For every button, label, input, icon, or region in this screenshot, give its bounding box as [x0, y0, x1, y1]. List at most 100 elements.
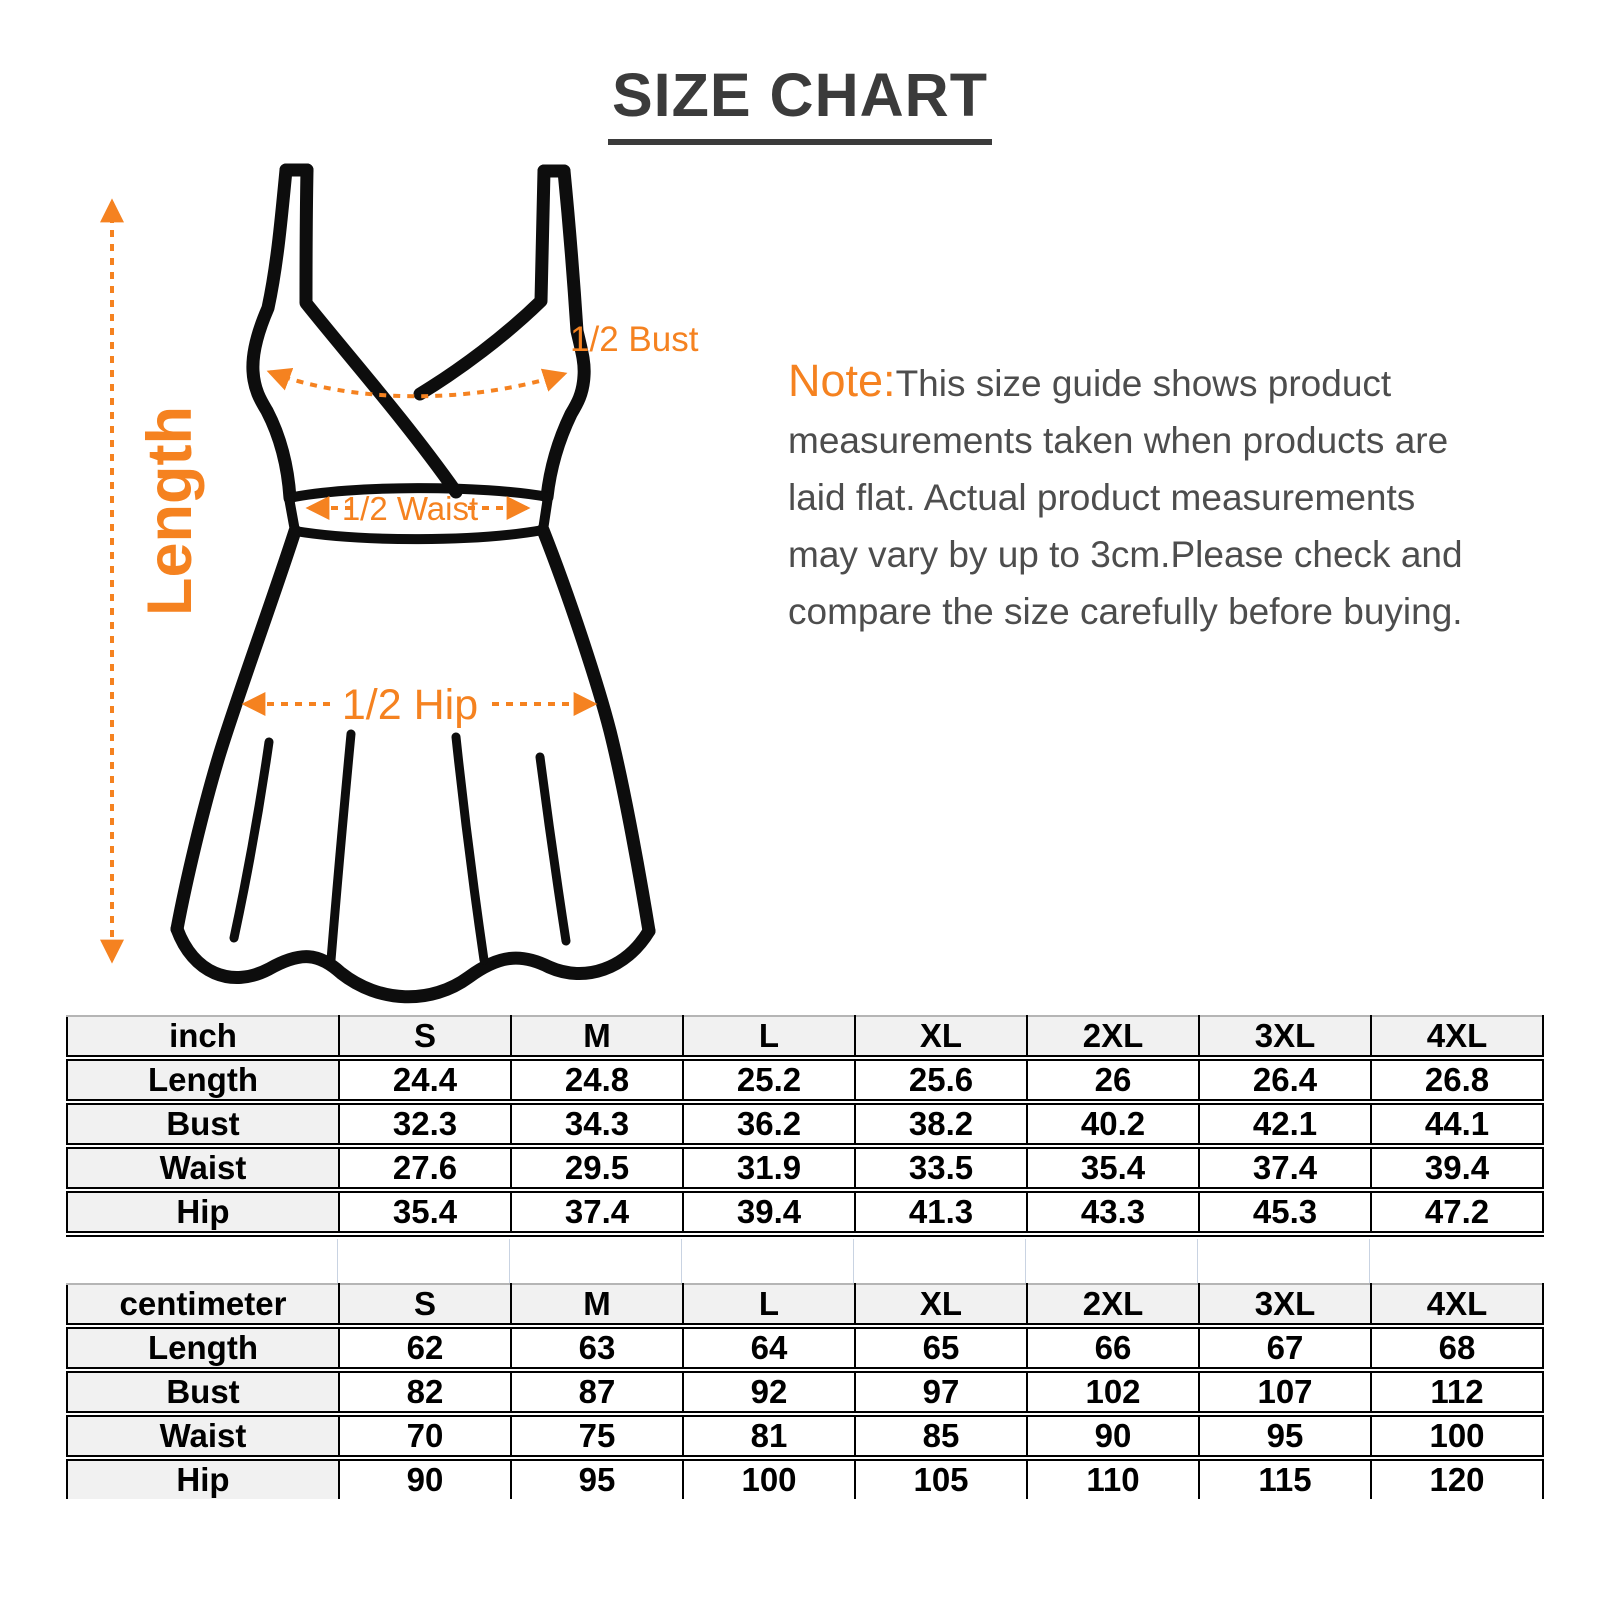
size-value-cell: 85 — [854, 1411, 1028, 1461]
size-column-header: M — [510, 1015, 684, 1061]
size-value-cell: 42.1 — [1198, 1099, 1372, 1149]
size-value-cell: 45.3 — [1198, 1187, 1372, 1237]
size-value-cell: 105 — [854, 1455, 1028, 1499]
size-table-inch: inch S M L XL 2XL 3XL 4XL Length 24.4 24.8 25.2 25.6… — [66, 1015, 1544, 1237]
size-value-cell: 24.4 — [338, 1055, 512, 1105]
note-label: Note: — [788, 355, 896, 406]
note-line: may vary by up to 3cm.Please check and — [788, 534, 1463, 575]
measure-row-label: Length — [66, 1055, 340, 1105]
hip-label: 1/2 Hip — [342, 681, 478, 729]
size-value-cell: 39.4 — [1370, 1143, 1544, 1193]
size-value-cell: 66 — [1026, 1323, 1200, 1373]
gap-gridline-cell — [1026, 1239, 1198, 1283]
gap-gridline-cell — [1370, 1239, 1542, 1283]
waist-label: 1/2 Waist — [342, 490, 478, 527]
size-column-header: S — [338, 1283, 512, 1329]
size-value-cell: 24.8 — [510, 1055, 684, 1105]
size-value-cell: 120 — [1370, 1455, 1544, 1499]
size-value-cell: 37.4 — [510, 1187, 684, 1237]
size-value-cell: 31.9 — [682, 1143, 856, 1193]
size-value-cell: 47.2 — [1370, 1187, 1544, 1237]
size-value-cell: 100 — [1370, 1411, 1544, 1461]
bust-arrow — [266, 367, 568, 399]
size-value-cell: 26.4 — [1198, 1055, 1372, 1105]
size-column-header: L — [682, 1283, 856, 1329]
note-line: compare the size carefully before buying… — [788, 591, 1463, 632]
size-value-cell: 90 — [338, 1455, 512, 1499]
dress-measurement-diagram: Length — [60, 150, 780, 1010]
size-value-cell: 75 — [510, 1411, 684, 1461]
size-value-cell: 27.6 — [338, 1143, 512, 1193]
size-value-cell: 35.4 — [338, 1187, 512, 1237]
size-value-cell: 63 — [510, 1323, 684, 1373]
measure-row-label: Waist — [66, 1143, 340, 1193]
size-value-cell: 26.8 — [1370, 1055, 1544, 1105]
size-value-cell: 112 — [1370, 1367, 1544, 1417]
size-value-cell: 81 — [682, 1411, 856, 1461]
size-value-cell: 34.3 — [510, 1099, 684, 1149]
measure-row-label: Bust — [66, 1367, 340, 1417]
note-text: This size guide shows product — [895, 363, 1392, 404]
size-value-cell: 110 — [1026, 1455, 1200, 1499]
size-value-cell: 39.4 — [682, 1187, 856, 1237]
size-value-cell: 33.5 — [854, 1143, 1028, 1193]
size-value-cell: 97 — [854, 1367, 1028, 1417]
size-column-header: L — [682, 1015, 856, 1061]
gap-gridline-cell — [510, 1239, 682, 1283]
gap-gridline-cell — [682, 1239, 854, 1283]
size-value-cell: 64 — [682, 1323, 856, 1373]
unit-header: centimeter — [66, 1283, 340, 1329]
bust-label: 1/2 Bust — [570, 320, 699, 359]
size-value-cell: 115 — [1198, 1455, 1372, 1499]
size-value-cell: 107 — [1198, 1367, 1372, 1417]
size-value-cell: 95 — [1198, 1411, 1372, 1461]
size-column-header: S — [338, 1015, 512, 1061]
page-title: SIZE CHART — [608, 60, 992, 145]
size-value-cell: 92 — [682, 1367, 856, 1417]
size-column-header: XL — [854, 1283, 1028, 1329]
size-value-cell: 29.5 — [510, 1143, 684, 1193]
size-value-cell: 62 — [338, 1323, 512, 1373]
note-line: Note:This size guide shows product — [788, 352, 1533, 412]
size-column-header: 3XL — [1198, 1015, 1372, 1061]
size-value-cell: 67 — [1198, 1323, 1372, 1373]
size-value-cell: 70 — [338, 1411, 512, 1461]
size-value-cell: 32.3 — [338, 1099, 512, 1149]
dress-outline — [246, 163, 591, 505]
table-gap-gridlines — [66, 1239, 1542, 1283]
size-table-centimeter: centimeter S M L XL 2XL 3XL 4XL Length 62 63 64 65 66… — [66, 1283, 1544, 1499]
size-column-header: XL — [854, 1015, 1028, 1061]
size-value-cell: 44.1 — [1370, 1099, 1544, 1149]
size-value-cell: 26 — [1026, 1055, 1200, 1105]
size-value-cell: 68 — [1370, 1323, 1544, 1373]
measure-row-label: Bust — [66, 1099, 340, 1149]
size-value-cell: 37.4 — [1198, 1143, 1372, 1193]
gap-gridline-cell — [66, 1239, 338, 1283]
size-value-cell: 25.6 — [854, 1055, 1028, 1105]
dress-skirt — [170, 523, 656, 1004]
size-value-cell: 102 — [1026, 1367, 1200, 1417]
size-value-cell: 90 — [1026, 1411, 1200, 1461]
measure-row-label: Length — [66, 1323, 340, 1373]
measure-arrows — [241, 367, 598, 716]
size-value-cell: 38.2 — [854, 1099, 1028, 1149]
length-label: Length — [135, 406, 205, 616]
size-value-cell: 82 — [338, 1367, 512, 1417]
size-value-cell: 41.3 — [854, 1187, 1028, 1237]
unit-header: inch — [66, 1015, 340, 1061]
gap-gridline-cell — [338, 1239, 510, 1283]
size-column-header: 2XL — [1026, 1015, 1200, 1061]
gap-gridline-cell — [1198, 1239, 1370, 1283]
size-column-header: 3XL — [1198, 1283, 1372, 1329]
measure-row-label: Hip — [66, 1187, 340, 1237]
size-value-cell: 95 — [510, 1455, 684, 1499]
size-column-header: 4XL — [1370, 1015, 1544, 1061]
note-line: measurements taken when products are — [788, 420, 1449, 461]
skirt-pleats — [229, 729, 571, 965]
size-column-header: M — [510, 1283, 684, 1329]
size-value-cell: 25.2 — [682, 1055, 856, 1105]
measure-row-label: Hip — [66, 1455, 340, 1499]
size-value-cell: 100 — [682, 1455, 856, 1499]
gap-gridline-cell — [854, 1239, 1026, 1283]
